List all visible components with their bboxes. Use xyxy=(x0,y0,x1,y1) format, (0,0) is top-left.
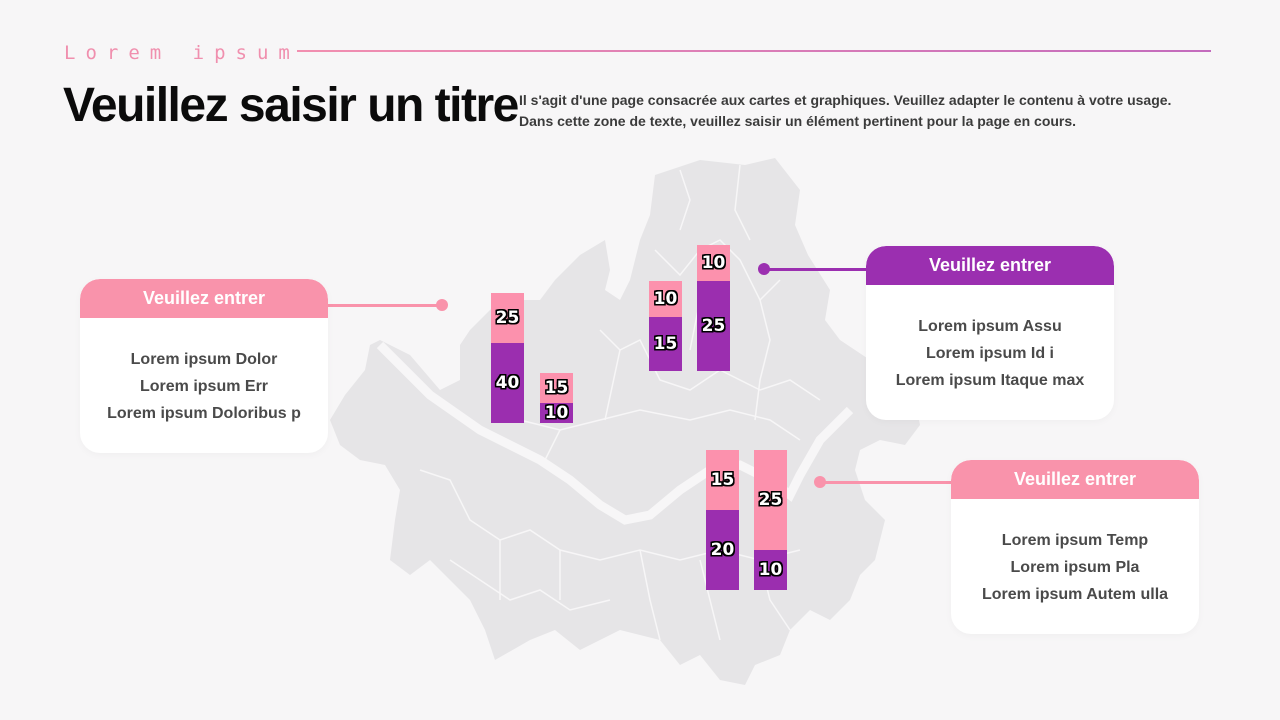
info-card-2-line-2: Lorem ipsum Id i xyxy=(925,345,1054,362)
bar-6-purple-value: 10 xyxy=(758,560,783,580)
bar-2-purple-value: 10 xyxy=(544,403,569,423)
header-divider xyxy=(297,50,1211,52)
bar-3-pink-segment: 10 xyxy=(649,281,682,317)
info-card-1-line-1: Lorem ipsum Dolor xyxy=(130,351,278,368)
page-title: Veuillez saisir un titre xyxy=(63,79,519,132)
bar-3-purple-segment: 15 xyxy=(649,317,682,371)
bar-2-pink-value: 15 xyxy=(544,378,569,398)
bar-6-pink-value: 25 xyxy=(758,490,783,510)
bar-6-pink-segment: 25 xyxy=(754,450,787,550)
bar-4-purple-value: 25 xyxy=(701,316,726,336)
page-description: Il s'agit d'une page consacrée aux carte… xyxy=(519,90,1171,132)
bar-2-purple-segment: 10 xyxy=(540,403,573,423)
bar-1-pink-segment: 25 xyxy=(491,293,524,343)
info-card-2-line-3: Lorem ipsum Itaque max xyxy=(895,372,1085,389)
bar-4-pink-segment: 10 xyxy=(697,245,730,281)
description-line-2: Dans cette zone de texte, veuillez saisi… xyxy=(519,113,1077,129)
bar-5-pink-value: 15 xyxy=(710,470,735,490)
info-card-3-header: Veuillez entrer xyxy=(951,460,1199,499)
bar-5-pink-segment: 15 xyxy=(706,450,739,510)
bar-4-pink-value: 10 xyxy=(701,253,726,273)
info-card-3-line-1: Lorem ipsum Temp xyxy=(1001,532,1149,549)
connector-dot-2 xyxy=(758,263,770,275)
connector-dot-3 xyxy=(814,476,826,488)
info-card-2-header: Veuillez entrer xyxy=(866,246,1114,285)
info-card-3-body: Lorem ipsum Temp Lorem ipsum Pla Lorem i… xyxy=(951,499,1199,634)
connector-line-3 xyxy=(820,481,954,484)
bar-1: 25 40 xyxy=(491,293,524,423)
bar-2: 15 10 xyxy=(540,373,573,423)
bar-2-pink-segment: 15 xyxy=(540,373,573,403)
info-card-1-header: Veuillez entrer xyxy=(80,279,328,318)
bar-1-purple-value: 40 xyxy=(495,373,520,393)
info-card-1-line-3: Lorem ipsum Doloribus p xyxy=(107,405,301,422)
eyebrow-text: Lorem ipsum xyxy=(64,42,300,64)
info-card-3: Veuillez entrer Lorem ipsum Temp Lorem i… xyxy=(951,460,1199,634)
info-card-1-line-2: Lorem ipsum Err xyxy=(139,378,269,395)
bar-3: 10 15 xyxy=(649,281,682,371)
bar-1-pink-value: 25 xyxy=(495,308,520,328)
connector-line-2 xyxy=(764,268,868,271)
bar-4: 10 25 xyxy=(697,245,730,371)
bar-6: 25 10 xyxy=(754,450,787,590)
bar-3-pink-value: 10 xyxy=(653,289,678,309)
bar-5-purple-value: 20 xyxy=(710,540,735,560)
info-card-1-body: Lorem ipsum Dolor Lorem ipsum Err Lorem … xyxy=(80,318,328,453)
bar-6-purple-segment: 10 xyxy=(754,550,787,590)
bar-5-purple-segment: 20 xyxy=(706,510,739,590)
bar-5: 15 20 xyxy=(706,450,739,590)
connector-dot-1 xyxy=(436,299,448,311)
info-card-3-line-3: Lorem ipsum Autem ulla xyxy=(981,586,1169,603)
description-line-1: Il s'agit d'une page consacrée aux carte… xyxy=(519,92,1172,108)
bar-1-purple-segment: 40 xyxy=(491,343,524,423)
bar-3-purple-value: 15 xyxy=(653,334,678,354)
info-card-2-body: Lorem ipsum Assu Lorem ipsum Id i Lorem … xyxy=(866,285,1114,420)
info-card-2-line-1: Lorem ipsum Assu xyxy=(918,318,1062,335)
connector-line-1 xyxy=(326,304,442,307)
info-card-2: Veuillez entrer Lorem ipsum Assu Lorem i… xyxy=(866,246,1114,420)
info-card-1: Veuillez entrer Lorem ipsum Dolor Lorem … xyxy=(80,279,328,453)
info-card-3-line-2: Lorem ipsum Pla xyxy=(1010,559,1140,576)
bar-4-purple-segment: 25 xyxy=(697,281,730,371)
